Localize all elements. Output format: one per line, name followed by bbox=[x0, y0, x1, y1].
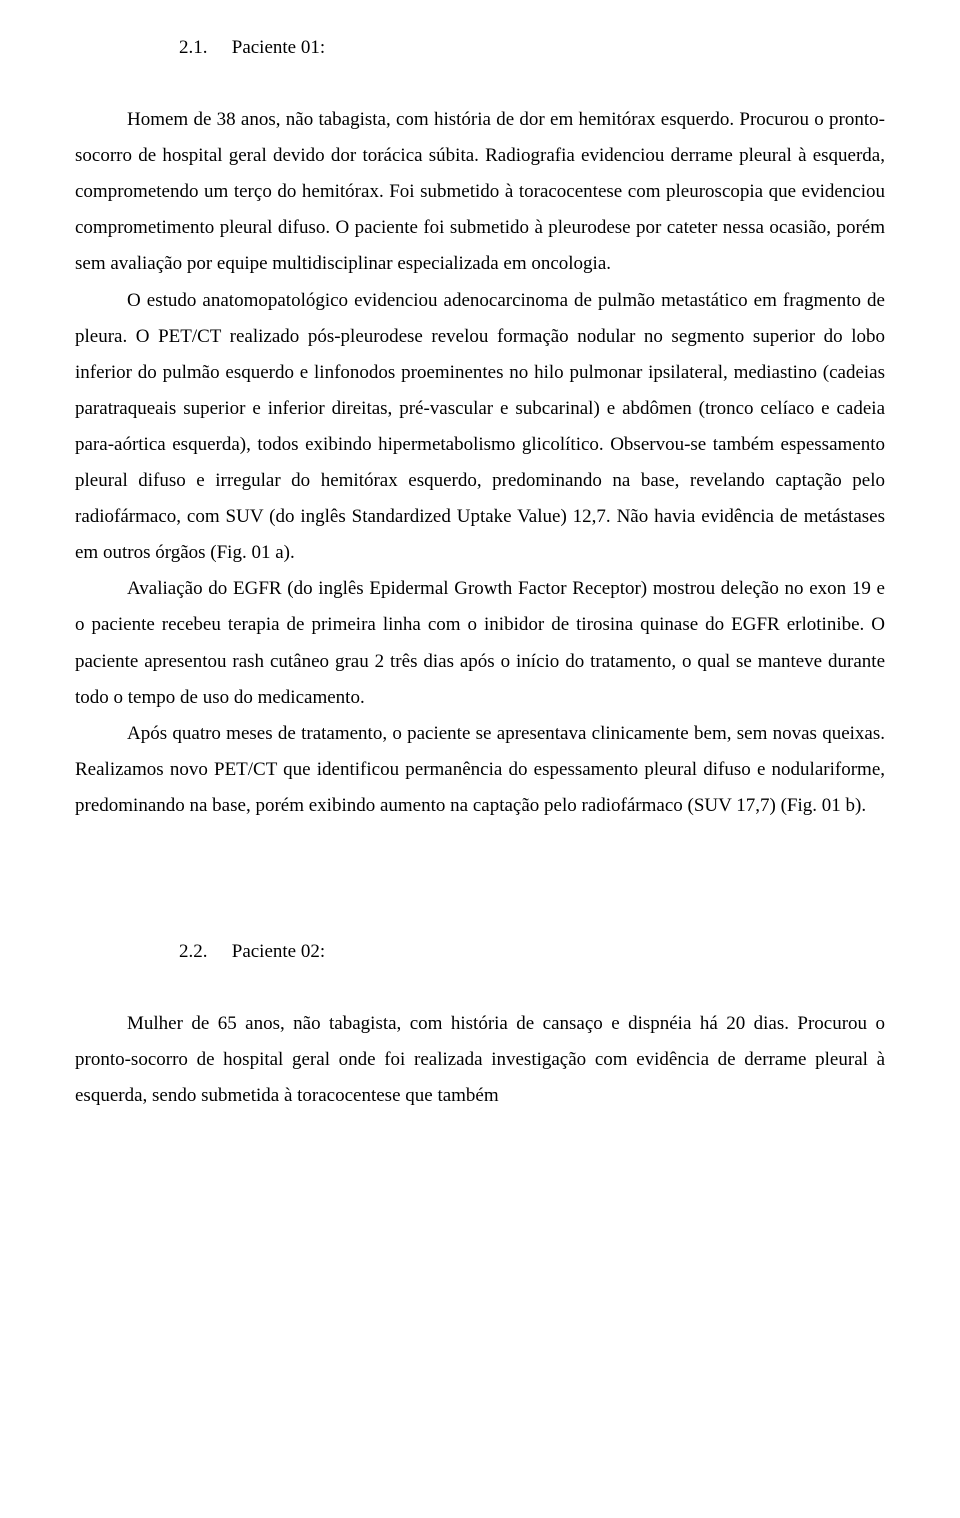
paragraph-1: Homem de 38 anos, não tabagista, com his… bbox=[75, 102, 885, 282]
paragraph-2: O estudo anatomopatológico evidenciou ad… bbox=[75, 283, 885, 572]
section-number: 2.1. bbox=[127, 30, 227, 66]
section-number: 2.2. bbox=[127, 934, 227, 970]
paragraph-4: Após quatro meses de tratamento, o pacie… bbox=[75, 716, 885, 824]
paragraph-3: Avaliação do EGFR (do inglês Epidermal G… bbox=[75, 571, 885, 715]
paragraph-5: Mulher de 65 anos, não tabagista, com hi… bbox=[75, 1006, 885, 1114]
section-spacer bbox=[75, 824, 885, 934]
section-heading-2: 2.2. Paciente 02: bbox=[75, 934, 885, 970]
section-heading-1: 2.1. Paciente 01: bbox=[75, 30, 885, 66]
section-title: Paciente 02: bbox=[232, 941, 325, 962]
section-title: Paciente 01: bbox=[232, 37, 325, 58]
